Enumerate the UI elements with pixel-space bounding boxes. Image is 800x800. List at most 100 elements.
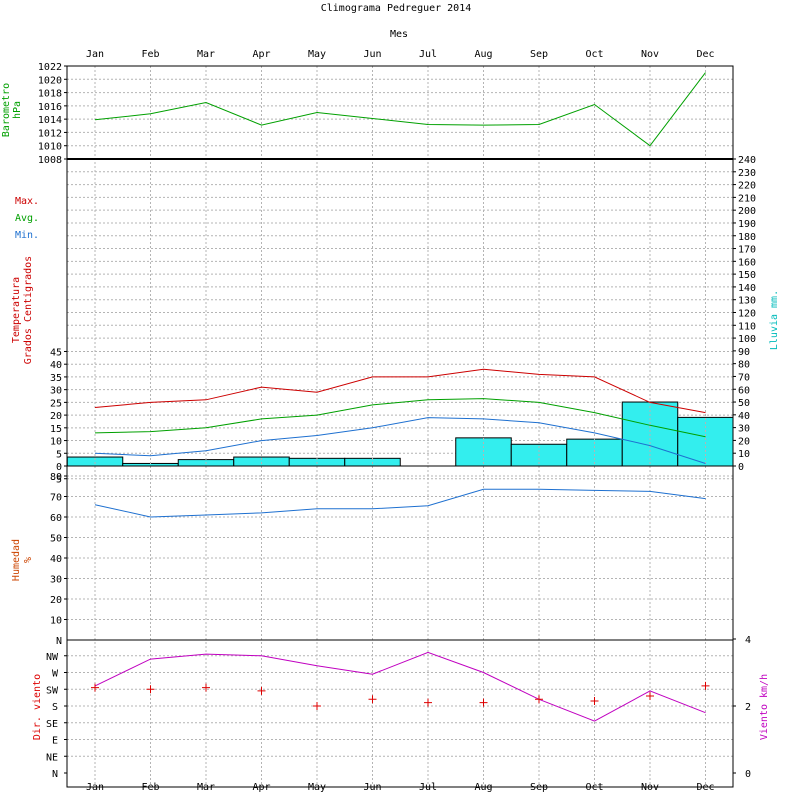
wind-dir-label-sw: SW [46, 685, 59, 696]
wind-speed-line [94, 651, 706, 722]
baro-tick-label: 1012 [38, 128, 62, 139]
legend-avg: Avg. [15, 213, 39, 224]
wind-dir-label-nw: NW [46, 652, 59, 663]
temp-tick-label: 0 [56, 462, 62, 473]
rain-tick-label: 0 [738, 462, 744, 473]
hum-axis-label-line2: % [23, 557, 34, 563]
temp-tick-label: -5 [50, 475, 62, 486]
rain-tick-label: 220 [738, 181, 756, 192]
month-label-top-dec: Dec [696, 49, 714, 60]
wind-dir-marker-nov [646, 691, 654, 700]
wind-dir-marker-mar [202, 683, 210, 692]
baro-tick-label: 1010 [38, 142, 62, 153]
wind-speed-tick-label: 4 [745, 635, 751, 646]
wind-dir-marker-oct [590, 696, 599, 705]
hum-tick-label: 10 [50, 616, 62, 627]
rain-tick-label: 160 [738, 257, 756, 268]
x-axis-label: Mes [390, 29, 408, 40]
month-label-top-jan: Jan [86, 49, 104, 60]
temp-line-min [94, 417, 706, 464]
plot-frame [66, 65, 734, 788]
rain-tick-label: 70 [738, 372, 750, 383]
rain-tick-label: 130 [738, 296, 756, 307]
month-label-top-aug: Aug [474, 49, 492, 60]
wind-dir-label-se: SE [46, 719, 58, 730]
wind-dir-label-s: S [52, 702, 58, 713]
temp-tick-label: 35 [50, 373, 62, 384]
rain-tick-label: 240 [738, 155, 756, 166]
rain-tick-label: 110 [738, 321, 756, 332]
wind-dir-label-w: W [52, 669, 59, 680]
wind-dir-label-ne: NE [46, 752, 58, 763]
baro-axis-label-line2: hPa [12, 101, 23, 119]
rain-tick-label: 100 [738, 334, 756, 345]
temp-tick-label: 15 [50, 424, 62, 435]
rain-tick-label: 200 [738, 206, 756, 217]
rain-tick-label: 230 [738, 168, 756, 179]
wind-dir-marker-apr [257, 686, 266, 695]
temp-tick-label: 20 [50, 411, 62, 422]
month-label-top-may: May [308, 49, 326, 60]
temp-tick-label: 25 [50, 398, 62, 409]
hum-zero-label: N [56, 636, 62, 647]
wind-dir-axis-label: Dir. viento [32, 674, 43, 740]
temp-tick-label: 45 [50, 347, 62, 358]
temp-tick-label: 30 [50, 386, 62, 397]
baro-tick-label: 1014 [38, 115, 62, 126]
rain-tick-label: 210 [738, 193, 756, 204]
month-label-top-apr: Apr [252, 49, 270, 60]
temp-tick-label: 10 [50, 437, 62, 448]
temp-axis-label-line1: Temperatura [11, 277, 22, 343]
legend-max: Max. [15, 196, 39, 207]
rain-tick-label: 120 [738, 309, 756, 320]
month-label-top-feb: Feb [141, 49, 159, 60]
wind-dir-marker-jul [424, 698, 432, 707]
baro-axis-label-line1: Barometro [1, 83, 12, 137]
temp-line-avg [94, 398, 706, 438]
baro-tick-label: 1020 [38, 75, 62, 86]
month-label-top-mar: Mar [197, 49, 215, 60]
baro-tick-label: 1016 [38, 102, 62, 113]
month-label-top-jun: Jun [363, 49, 381, 60]
rain-tick-label: 60 [738, 385, 750, 396]
month-label-top-jul: Jul [419, 49, 437, 60]
wind-dir-marker-feb [146, 685, 155, 694]
rain-tick-label: 20 [738, 436, 750, 447]
baro-tick-label: 1022 [38, 62, 62, 73]
barometer-line [94, 72, 706, 147]
rain-tick-label: 40 [738, 411, 750, 422]
humidity-line [94, 488, 706, 518]
baro-tick-label: 1008 [38, 155, 62, 166]
wind-dir-marker-sep [535, 695, 543, 704]
wind-speed-tick-label: 0 [745, 769, 751, 780]
wind-dir-marker-jan [91, 683, 99, 692]
rain-tick-label: 170 [738, 245, 756, 256]
wind-dir-marker-jun [368, 695, 377, 704]
wind-dir-marker-may [313, 702, 321, 710]
hum-tick-label: 50 [50, 534, 62, 545]
rain-tick-label: 180 [738, 232, 756, 243]
wind-speed-tick-label: 2 [745, 702, 751, 713]
hum-tick-label: 40 [50, 554, 62, 565]
temp-tick-label: 40 [50, 360, 62, 371]
wind-dir-label-n: N [52, 769, 58, 780]
month-label-top-sep: Sep [530, 49, 548, 60]
temp-tick-label: 5 [56, 449, 62, 460]
rain-tick-label: 80 [738, 360, 750, 371]
rain-tick-label: 30 [738, 424, 750, 435]
month-label-top-nov: Nov [641, 49, 659, 60]
rain-axis-label: Lluvia mm. [769, 290, 780, 350]
temp-line-max [94, 368, 706, 414]
month-label-top-oct: Oct [585, 49, 603, 60]
baro-tick-label: 1018 [38, 89, 62, 100]
wind-dir-marker-aug [479, 698, 488, 707]
legend-min: Min. [15, 230, 39, 241]
hum-tick-label: 80 [50, 472, 62, 483]
chart-title: Climograma Pedreguer 2014 [321, 3, 472, 14]
wind-speed-axis-label: Viento km/h [759, 674, 770, 740]
hum-axis-label-line1: Humedad [11, 539, 22, 581]
temp-axis-label-line2: Grados Centigrados [23, 256, 34, 364]
hum-tick-label: 70 [50, 493, 62, 504]
rain-tick-label: 50 [738, 398, 750, 409]
